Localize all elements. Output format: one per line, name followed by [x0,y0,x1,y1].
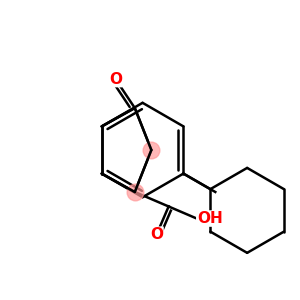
Text: O: O [150,227,163,242]
Text: O: O [109,72,122,87]
Text: OH: OH [197,211,223,226]
